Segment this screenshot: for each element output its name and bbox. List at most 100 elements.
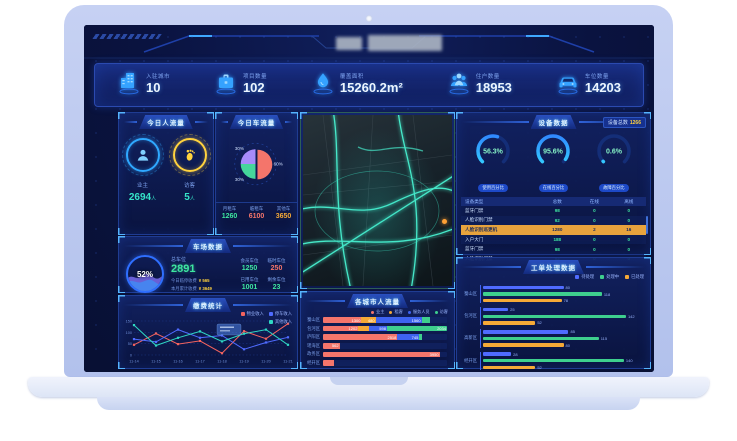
- bar[interactable]: [483, 365, 536, 369]
- laptop-base: [28, 377, 709, 397]
- legend-item[interactable]: 访客: [434, 309, 448, 315]
- stat-label: 临时车位: [267, 257, 286, 263]
- table-header-cell: 在线: [577, 197, 612, 206]
- legend-item[interactable]: 其他收入: [268, 319, 292, 325]
- kpi-item: 车位数量 14203: [556, 70, 621, 101]
- category-label: 高新区: [464, 335, 477, 341]
- bar-segment[interactable]: 2034: [386, 325, 447, 332]
- gauge-label: 故障百分比: [599, 184, 629, 192]
- bar[interactable]: [483, 298, 562, 303]
- building-icon: [117, 70, 141, 101]
- legend-swatch: [389, 310, 393, 314]
- bar[interactable]: [483, 292, 602, 296]
- bar-row: 52: [483, 365, 644, 370]
- bar[interactable]: [483, 330, 569, 334]
- svg-text:11-16: 11-16: [173, 360, 182, 364]
- bar-row: 政务区 3950: [303, 351, 447, 358]
- bar-segment[interactable]: 562: [323, 343, 340, 349]
- bar[interactable]: [483, 358, 624, 363]
- legend-item[interactable]: 处理中: [600, 274, 619, 280]
- legend-item[interactable]: 租客: [389, 309, 403, 315]
- total-parking-label: 总车位: [171, 257, 187, 264]
- bar-segment[interactable]: 1202: [323, 325, 359, 332]
- legend-swatch: [268, 312, 273, 316]
- header-line: [124, 245, 183, 247]
- legend-item[interactable]: 待处理: [575, 274, 594, 280]
- bar-segment[interactable]: 1300: [323, 317, 362, 323]
- kpi-item: 住户数量 18953: [447, 70, 512, 101]
- kpi-bar: 入驻城市 10 项目数量 102 覆盖面积 15260.2m² 住户数量 189…: [94, 63, 644, 107]
- bar-group: 高新区 85 115 80: [460, 329, 644, 348]
- city-map-image[interactable]: [303, 115, 452, 286]
- panel-header: 车场数据: [119, 240, 297, 252]
- table-header-cell: 总数: [537, 197, 578, 206]
- bar-segment[interactable]: 745: [397, 334, 420, 340]
- vehicle-stat: 临租车 6100: [243, 206, 270, 220]
- kpi-label: 住户数量: [475, 74, 500, 81]
- bar-segment[interactable]: 1560: [375, 317, 422, 323]
- kpi-item: 覆盖面积 15260.2m²: [311, 70, 403, 101]
- redacted-title-block: [368, 35, 442, 51]
- legend-item[interactable]: 服务人员: [407, 309, 430, 315]
- category-label: 蜀山区: [464, 291, 477, 297]
- kpi-value: 10: [145, 79, 161, 95]
- table-cell: 0: [577, 215, 612, 226]
- kpi-item: 入驻城市 10: [117, 70, 170, 101]
- legend-item[interactable]: 停车收入: [268, 311, 292, 317]
- table-cell: 2: [577, 225, 612, 235]
- panel-parking-data: 车场数据 52% 总车位 2891: [118, 236, 298, 293]
- table-row[interactable]: 入户大门 188 0 0: [461, 234, 646, 245]
- category-label: 庐阳区: [307, 334, 320, 340]
- bar[interactable]: [483, 343, 564, 347]
- gauge-label: 使用百分比: [478, 184, 508, 192]
- bar-value: 52: [537, 364, 542, 370]
- table-cell: 入户大门: [461, 234, 538, 245]
- bar[interactable]: [483, 314, 626, 319]
- map-marker-icon[interactable]: [442, 219, 447, 224]
- device-total-badge: 设备总数 1266: [602, 117, 646, 128]
- table-row[interactable]: 蓝牙门禁 98 0 0: [461, 244, 646, 254]
- bar-track: 1300 480 1560: [323, 317, 447, 323]
- svg-text:0.6%: 0.6%: [606, 149, 623, 156]
- laptop-frame: 入驻城市 10 项目数量 102 覆盖面积 15260.2m² 住户数量 189…: [64, 5, 673, 377]
- bar[interactable]: [483, 336, 599, 341]
- stat-label: 会员车位: [240, 257, 259, 263]
- category-label: 经开区: [464, 357, 477, 363]
- stat-value: 250: [270, 264, 283, 272]
- panel-title: 各城市人流量: [347, 294, 408, 308]
- legend-item[interactable]: 已处理: [625, 274, 644, 280]
- stat-value: 3650: [275, 213, 292, 220]
- svg-text:11-15: 11-15: [151, 360, 160, 364]
- svg-text:11-20: 11-20: [261, 360, 270, 364]
- table-cell: 蓝牙门禁: [465, 207, 484, 213]
- bar-value: 80: [565, 342, 570, 348]
- bar[interactable]: [483, 321, 536, 325]
- bar-row: 118: [483, 292, 644, 297]
- bar-segment[interactable]: [421, 317, 431, 323]
- device-gauge: 95.6% 在线百分比: [527, 131, 579, 194]
- legend-item[interactable]: 物业收入: [240, 311, 264, 317]
- table-scrollbar[interactable]: [646, 216, 648, 234]
- dashboard: 入驻城市 10 项目数量 102 覆盖面积 15260.2m² 住户数量 189…: [84, 25, 654, 372]
- legend-swatch: [625, 275, 630, 279]
- bar-segment[interactable]: [419, 334, 423, 340]
- bar-segment[interactable]: 2518: [323, 334, 398, 340]
- svg-text:11-18: 11-18: [217, 360, 226, 364]
- bar[interactable]: [483, 285, 564, 290]
- bar[interactable]: [483, 307, 509, 312]
- bar-segment[interactable]: [323, 360, 334, 366]
- stat-value: 23: [272, 283, 281, 291]
- legend-item[interactable]: 业主: [371, 309, 384, 315]
- bar-segment[interactable]: [358, 325, 370, 332]
- table-row[interactable]: 人脸识别巡更机 1280 2 16: [461, 225, 646, 235]
- bar-segment[interactable]: 598: [369, 325, 387, 332]
- legend-swatch: [371, 310, 375, 314]
- bar[interactable]: [483, 352, 512, 356]
- gauge-label: 在线百分比: [538, 184, 569, 192]
- table-cell: 16: [611, 225, 646, 235]
- svg-text:11-17: 11-17: [195, 360, 204, 364]
- table-row[interactable]: 蓝牙门禁 98 0 0: [461, 206, 646, 216]
- bar-segment[interactable]: 3950: [323, 351, 440, 358]
- bar-segment[interactable]: 480: [361, 317, 376, 323]
